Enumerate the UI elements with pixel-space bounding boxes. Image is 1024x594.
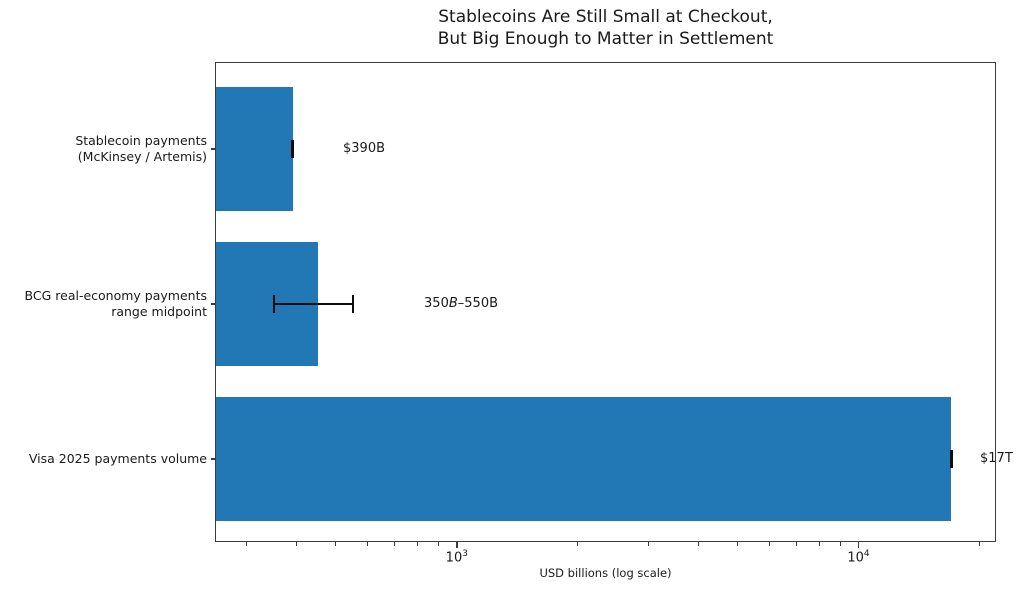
- y-tick-mark: [211, 458, 215, 460]
- x-minor-tick: [795, 542, 797, 546]
- bar-annotation: 350B–550B: [424, 296, 499, 311]
- bar-annotation: $17T: [980, 451, 1013, 466]
- bar: [216, 87, 293, 211]
- y-tick-label-line: Stablecoin payments: [75, 133, 207, 148]
- x-minor-tick: [394, 542, 396, 546]
- x-minor-tick: [819, 542, 821, 546]
- x-tick-label: 103: [445, 549, 468, 566]
- y-tick-mark: [211, 303, 215, 305]
- x-minor-tick: [737, 542, 739, 546]
- x-minor-tick: [698, 542, 700, 546]
- x-minor-tick: [335, 542, 337, 546]
- x-minor-tick: [839, 542, 841, 546]
- x-major-tick: [857, 542, 860, 548]
- y-tick-label-line: range midpoint: [111, 304, 207, 319]
- y-tick-label-line: Visa 2025 payments volume: [28, 451, 207, 466]
- x-minor-tick: [246, 542, 248, 546]
- x-tick-label-exponent: 3: [462, 549, 468, 559]
- chart-title-line-2: But Big Enough to Matter in Settlement: [437, 29, 774, 49]
- bar: [216, 397, 952, 521]
- chart-title-line-1: Stablecoins Are Still Small at Checkout,: [438, 7, 773, 27]
- x-minor-tick: [417, 542, 419, 546]
- chart-title: Stablecoins Are Still Small at Checkout,…: [215, 6, 996, 50]
- x-minor-tick: [978, 542, 980, 546]
- y-tick-label: Visa 2025 payments volume: [29, 451, 207, 467]
- error-bar-cap: [291, 140, 295, 158]
- error-bar-cap: [272, 295, 275, 313]
- y-tick-label-line: (McKinsey / Artemis): [77, 149, 207, 164]
- y-tick-label-line: BCG real-economy payments: [24, 288, 207, 303]
- x-minor-tick: [768, 542, 770, 546]
- x-tick-label: 104: [847, 549, 870, 566]
- x-tick-label-exponent: 4: [863, 549, 870, 559]
- x-minor-tick: [296, 542, 298, 546]
- x-minor-tick: [367, 542, 369, 546]
- y-tick-mark: [211, 148, 215, 150]
- x-minor-tick: [577, 542, 579, 546]
- x-minor-tick: [437, 542, 439, 546]
- x-major-tick: [456, 542, 458, 548]
- error-bar-cap: [949, 450, 953, 468]
- bar-annotation: $390B: [343, 141, 386, 156]
- y-tick-label: Stablecoin payments (McKinsey / Artemis): [75, 133, 207, 165]
- error-bar-cap: [351, 295, 354, 313]
- y-tick-label: BCG real-economy payments range midpoint: [25, 288, 207, 320]
- error-bar-line: [273, 303, 353, 305]
- x-minor-tick: [647, 542, 649, 546]
- x-axis-label: USD billions (log scale): [539, 566, 672, 580]
